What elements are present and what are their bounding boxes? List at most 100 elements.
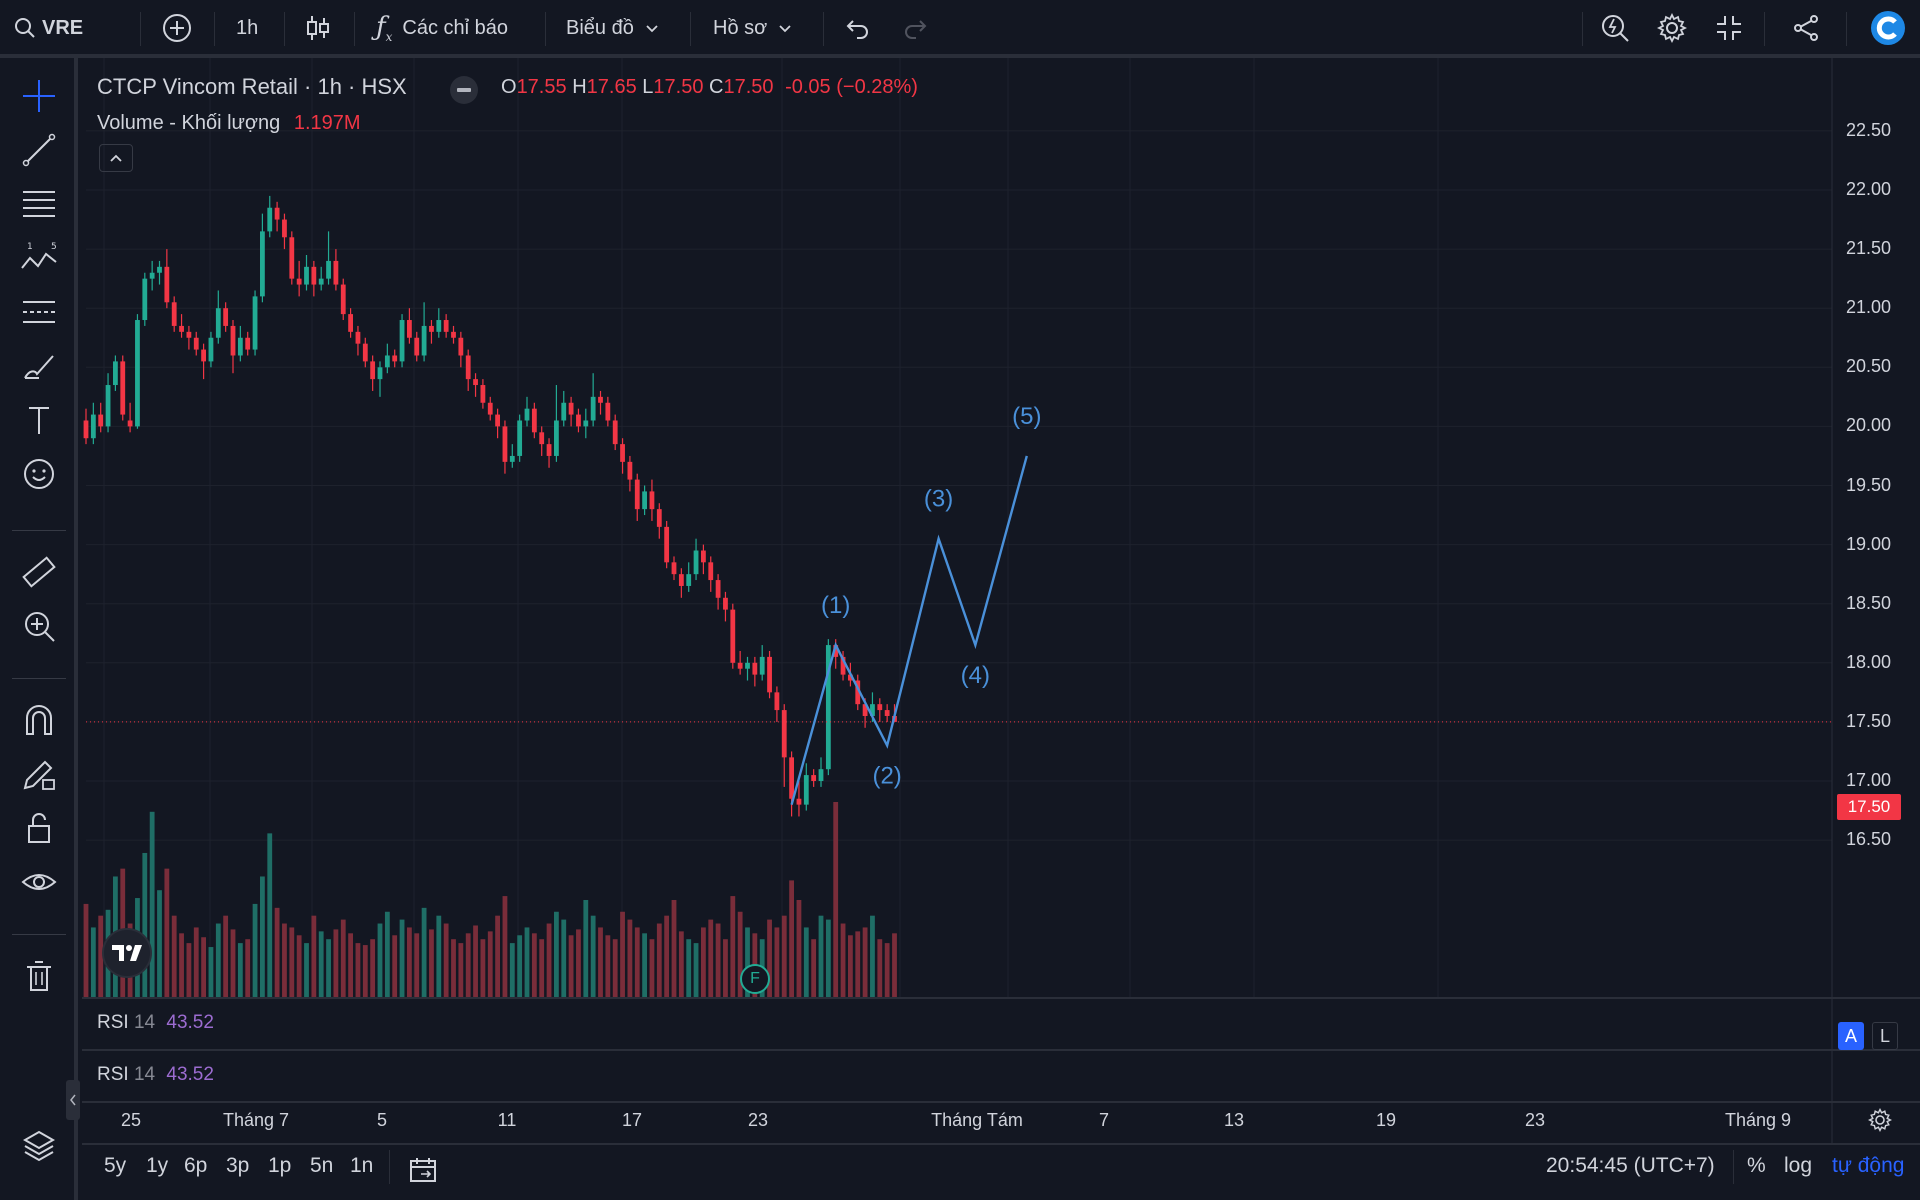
gear-icon <box>1867 1107 1893 1133</box>
candle-body <box>465 355 471 380</box>
last-price-value: 17.50 <box>1847 797 1891 816</box>
candles <box>83 195 897 817</box>
candle-body <box>825 645 831 770</box>
range-button-1y[interactable]: 1y <box>146 1154 169 1177</box>
range-button-5y[interactable]: 5y <box>104 1154 127 1177</box>
range-button-1n[interactable]: 1n <box>350 1154 374 1177</box>
quick-search-button[interactable] <box>1600 0 1630 56</box>
rsi-value: 43.52 <box>166 1064 214 1085</box>
log-scale-button[interactable]: L <box>1872 1022 1898 1050</box>
fib-tool[interactable] <box>17 182 61 226</box>
chart-menu-button[interactable]: Biểu đồ <box>566 0 660 56</box>
volume-bar <box>193 927 199 998</box>
trend-line-tool[interactable] <box>17 128 61 172</box>
range-button-3p[interactable]: 3p <box>226 1154 250 1177</box>
open-value: 17.55 <box>516 76 567 98</box>
volume-bar <box>598 927 603 998</box>
candle-body <box>480 385 486 403</box>
object-tree-button[interactable] <box>17 1124 61 1168</box>
emoji-tool[interactable] <box>17 452 61 496</box>
chart-menu-label: Biểu đồ <box>566 16 634 39</box>
undo-icon <box>846 20 868 39</box>
range-button-1p[interactable]: 1p <box>268 1154 292 1177</box>
settings-button[interactable] <box>1657 0 1687 56</box>
clock[interactable]: 20:54:45 (UTC+7) <box>1546 1154 1715 1178</box>
price-tick-label: 21.50 <box>1846 238 1892 259</box>
range-button-6p[interactable]: 6p <box>184 1154 208 1177</box>
go-to-date-button[interactable] <box>408 1156 438 1189</box>
auto-scale-button[interactable]: A <box>1838 1022 1864 1050</box>
volume-bar <box>789 880 794 998</box>
chart-type-button[interactable] <box>306 0 330 56</box>
zoom-in-tool[interactable] <box>17 604 61 648</box>
magnet-tool[interactable] <box>17 698 61 742</box>
candle-body <box>811 775 817 781</box>
share-icon <box>1794 15 1818 41</box>
crosshair-tool[interactable] <box>17 74 61 118</box>
undo-button[interactable] <box>845 0 871 56</box>
volume-bar <box>884 943 890 998</box>
candle-body <box>362 343 368 362</box>
candle-body <box>539 432 545 445</box>
hide-drawings-tool[interactable] <box>17 860 61 904</box>
prediction-tool[interactable] <box>17 290 61 334</box>
chart-canvas[interactable]: (1) (2) (3) (4) (5) <box>82 58 1920 1200</box>
candle-body <box>304 266 309 285</box>
volume-bar <box>377 923 383 998</box>
volume-bar <box>796 900 802 998</box>
candle-body <box>230 325 236 356</box>
symbol-search-button[interactable]: VRE <box>14 0 83 56</box>
delete-drawings-tool[interactable] <box>17 954 61 998</box>
collapse-legend-button[interactable] <box>450 76 478 104</box>
redo-button[interactable] <box>902 0 928 56</box>
interval-button[interactable]: 1h <box>236 0 258 56</box>
volume-bar <box>429 929 434 998</box>
rsi-period: 14 <box>133 1012 156 1033</box>
chart-area[interactable]: (1) (2) (3) (4) (5) CTCP Vincom Retail · 1h … <box>82 58 1920 1200</box>
time-axis-settings-button[interactable] <box>1867 1107 1893 1137</box>
hide-legend-button[interactable] <box>99 144 133 172</box>
volume-bar <box>274 907 280 998</box>
indicators-button[interactable]: ƒx Các chỉ báo <box>376 0 508 56</box>
text-icon <box>29 407 49 434</box>
volume-bar <box>282 923 287 998</box>
candle-body <box>135 320 140 427</box>
pencil-lock-icon <box>23 760 55 790</box>
price-tick-label: 22.00 <box>1846 179 1892 199</box>
tradingview-logo[interactable] <box>102 928 152 978</box>
candle-body <box>179 325 184 332</box>
volume-bar <box>870 915 875 998</box>
event-marker[interactable]: F <box>740 964 770 994</box>
candle-body <box>171 302 177 326</box>
candle-body <box>855 680 861 705</box>
lock-drawing-tool[interactable] <box>17 752 61 796</box>
share-button[interactable] <box>1792 0 1820 56</box>
candle-body <box>392 355 398 362</box>
volume-bar <box>546 923 552 998</box>
volume-bar <box>83 903 89 998</box>
volume-bar <box>407 927 412 998</box>
log-toggle-button[interactable]: log <box>1784 1154 1812 1178</box>
brand-logo[interactable] <box>1870 0 1906 56</box>
auto-toggle-button[interactable]: tự động <box>1832 1154 1904 1178</box>
fullscreen-exit-button[interactable] <box>1715 0 1743 56</box>
compare-symbol-button[interactable] <box>162 0 192 56</box>
open-label: O <box>501 76 517 98</box>
chart-grid <box>86 58 1832 998</box>
lock-all-tool[interactable] <box>17 806 61 850</box>
text-tool[interactable] <box>17 398 61 442</box>
candle-body <box>274 207 280 220</box>
collapse-toolbar-button[interactable] <box>66 1080 80 1120</box>
range-button-5n[interactable]: 5n <box>310 1154 334 1177</box>
candle-body <box>105 385 111 427</box>
measure-tool[interactable] <box>17 550 61 594</box>
percent-scale-button[interactable]: % <box>1747 1154 1766 1178</box>
profile-menu-button[interactable]: Hồ sơ <box>713 0 793 56</box>
brush-tool[interactable] <box>17 344 61 388</box>
candle-body <box>157 266 162 273</box>
interval-label: 1h <box>236 16 259 39</box>
candle-body <box>149 272 155 279</box>
eye-icon <box>21 874 57 890</box>
